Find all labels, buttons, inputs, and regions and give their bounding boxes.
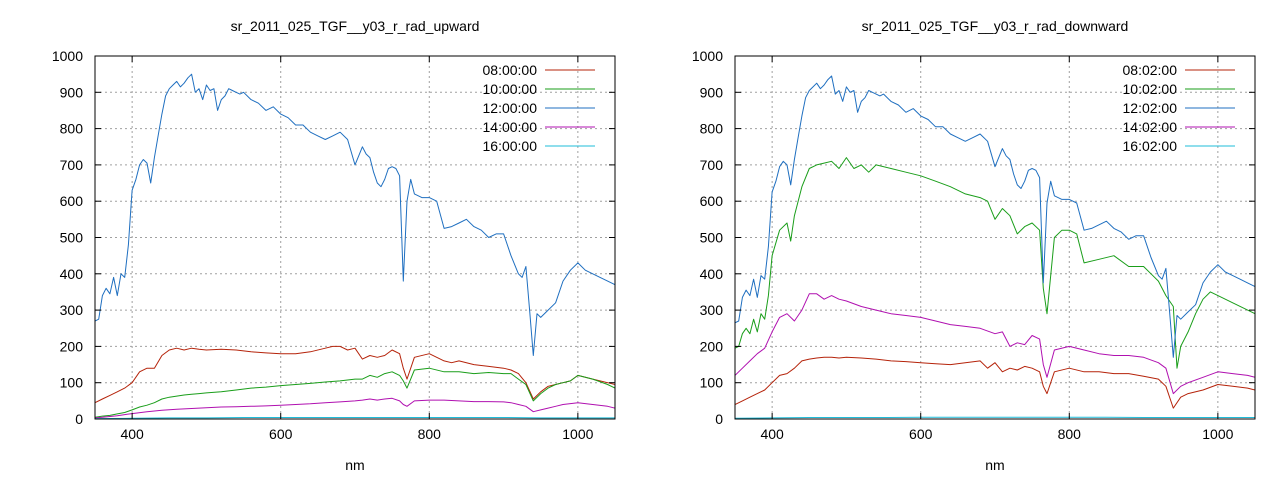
y-tick-label: 100: [60, 375, 84, 391]
series-line-3: [95, 73, 615, 356]
legend-label-1: 08:00:00: [483, 62, 538, 78]
y-tick-label: 700: [700, 157, 724, 173]
y-tick-label: 800: [700, 121, 724, 137]
x-axis-label: nm: [985, 457, 1004, 473]
y-tick-label: 400: [700, 266, 724, 282]
series-line-2: [735, 157, 1255, 369]
chart-title: sr_2011_025_TGF__y03_r_rad_downward: [862, 18, 1129, 34]
x-tick-label: 1000: [1202, 426, 1233, 442]
x-tick-label: 600: [909, 426, 933, 442]
x-tick-label: 1000: [562, 426, 593, 442]
y-tick-label: 200: [700, 338, 724, 354]
legend-label-2: 10:02:00: [1123, 81, 1178, 97]
legend-label-3: 12:00:00: [483, 100, 538, 116]
series-line-4: [95, 397, 615, 419]
y-tick-label: 0: [715, 411, 723, 427]
series-line-5: [735, 416, 1255, 419]
legend-label-5: 16:02:00: [1123, 138, 1178, 154]
chart-1: sr_2011_025_TGF__y03_r_rad_upward 400 600 8…: [52, 18, 616, 473]
series-group: [95, 73, 615, 419]
y-tick-label: 600: [60, 193, 84, 209]
chart-title: sr_2011_025_TGF__y03_r_rad_upward: [231, 18, 480, 34]
legend-label-3: 12:02:00: [1123, 100, 1178, 116]
series-line-2: [95, 367, 615, 418]
series-line-4: [735, 293, 1255, 395]
y-tick-label: 900: [60, 84, 84, 100]
x-tick-label: 400: [760, 426, 784, 442]
y-tick-label: 700: [60, 157, 84, 173]
series-line-3: [735, 75, 1255, 358]
series-line-1: [95, 345, 615, 404]
y-tick-label: 100: [700, 375, 724, 391]
y-tick-label: 1000: [52, 48, 83, 64]
series-group: [735, 75, 1255, 419]
y-tick-label: 600: [700, 193, 724, 209]
x-tick-label: 800: [418, 426, 442, 442]
legend-label-5: 16:00:00: [483, 138, 538, 154]
legend-label-4: 14:02:00: [1123, 119, 1178, 135]
y-tick-label: 300: [60, 302, 84, 318]
y-tick-label: 900: [700, 84, 724, 100]
x-axis-label: nm: [345, 457, 364, 473]
legend-label-2: 10:00:00: [483, 81, 538, 97]
x-tick-label: 800: [1058, 426, 1082, 442]
legend: 08:02:00 10:02:00 12:02:00 14:02:00 16:02:00: [1123, 62, 1235, 154]
y-tick-label: 500: [700, 230, 724, 246]
y-tick-label: 400: [60, 266, 84, 282]
x-tick-label: 600: [269, 426, 293, 442]
y-tick-label: 200: [60, 338, 84, 354]
chart-2: sr_2011_025_TGF__y03_r_rad_downward 400 60…: [692, 18, 1256, 473]
legend-label-1: 08:02:00: [1123, 62, 1178, 78]
series-line-1: [735, 356, 1255, 409]
legend: 08:00:00 10:00:00 12:00:00 14:00:00 16:00:00: [483, 62, 595, 154]
y-tick-label: 1000: [692, 48, 723, 64]
legend-label-4: 14:00:00: [483, 119, 538, 135]
y-tick-label: 300: [700, 302, 724, 318]
y-tick-label: 0: [75, 411, 83, 427]
series-line-5: [95, 417, 615, 419]
y-tick-label: 500: [60, 230, 84, 246]
x-tick-label: 400: [120, 426, 144, 442]
y-tick-label: 800: [60, 121, 84, 137]
